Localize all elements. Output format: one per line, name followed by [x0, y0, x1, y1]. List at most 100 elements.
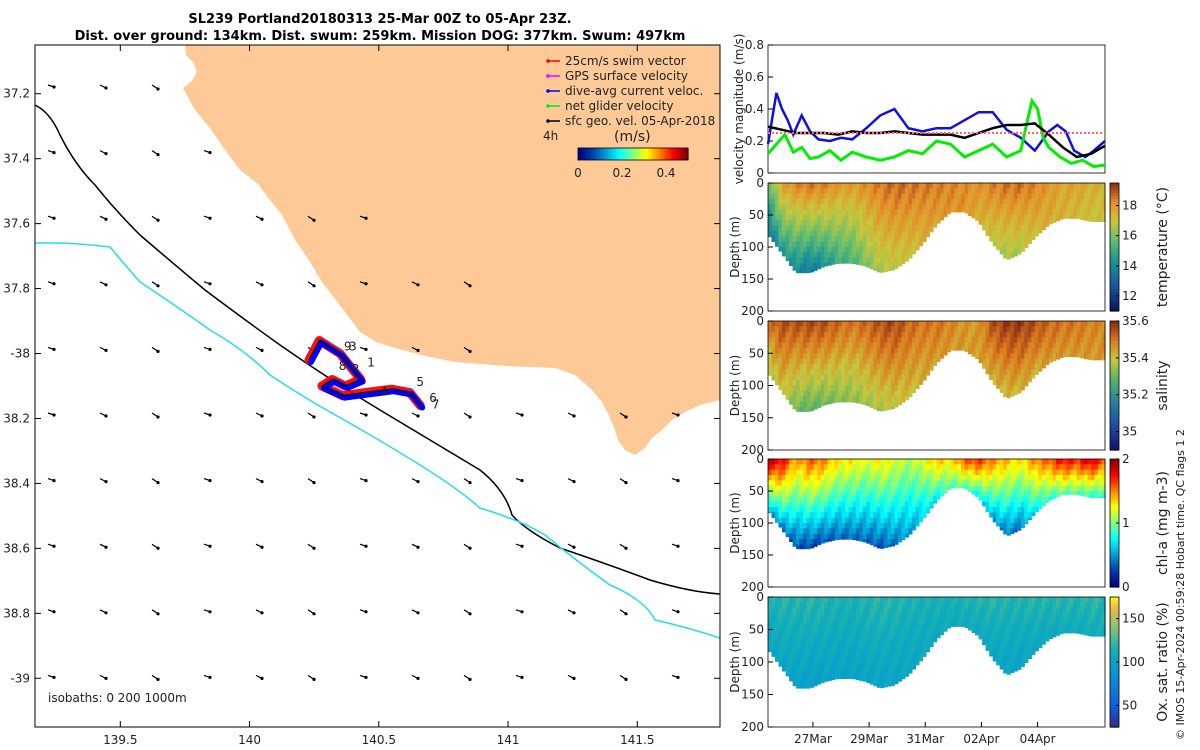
section-cell — [806, 469, 811, 476]
section-cell — [848, 678, 853, 679]
section-cell — [803, 618, 808, 625]
section-cell — [996, 199, 1001, 205]
section-cell — [838, 347, 843, 354]
section-cell — [1055, 491, 1060, 497]
section-cell — [789, 326, 794, 333]
section-cell — [918, 231, 923, 237]
section-cell — [824, 613, 829, 620]
section-cell — [1083, 491, 1088, 497]
section-cell — [911, 496, 916, 503]
section-cell — [926, 209, 931, 216]
section-cell — [947, 459, 952, 465]
section-cell — [876, 337, 881, 344]
section-cell — [985, 231, 990, 236]
section-cell — [1027, 364, 1032, 370]
section-cell — [796, 347, 801, 354]
section-cell — [876, 385, 881, 392]
section-cell — [855, 672, 860, 679]
section-cell — [989, 485, 994, 492]
section-cell — [1080, 469, 1085, 476]
section-cell — [852, 183, 857, 189]
section-cell — [848, 597, 853, 603]
section-cell — [785, 459, 790, 465]
section-cell — [999, 252, 1004, 255]
section-cell — [778, 634, 783, 641]
section-cell — [1017, 469, 1022, 476]
section-colorbar-cell — [1110, 577, 1119, 582]
vector-arrow — [47, 281, 56, 286]
section-cell — [768, 369, 773, 376]
section-cell — [785, 241, 790, 248]
section-cell — [876, 523, 881, 529]
section-cell — [954, 337, 959, 344]
section-cell — [975, 326, 980, 333]
section-cell — [803, 544, 808, 550]
section-cell — [880, 629, 885, 636]
section-cell — [866, 337, 871, 344]
section-cell — [894, 501, 899, 508]
section-colorbar-cell — [1110, 494, 1119, 498]
section-cell — [929, 501, 934, 508]
section-cell — [897, 480, 902, 487]
section-cell — [799, 651, 804, 658]
section-cell — [824, 326, 829, 333]
section-cell — [845, 188, 850, 195]
section-cell — [789, 613, 794, 620]
section-cell — [796, 533, 801, 540]
section-cell — [834, 634, 839, 641]
vector-head — [260, 611, 264, 615]
section-cell — [1020, 337, 1025, 344]
section-cell — [799, 215, 804, 221]
section-cell — [933, 602, 938, 609]
section-cell — [1038, 321, 1043, 327]
vector-head — [104, 86, 108, 90]
section-cell — [855, 396, 860, 403]
map-colorbar-cell — [628, 148, 631, 160]
section-cell — [789, 539, 794, 542]
map-y-tick-label: 37.2 — [3, 87, 30, 101]
section-cell — [838, 364, 843, 370]
section-cell — [1059, 326, 1064, 333]
section-cell — [813, 257, 818, 264]
section-cell — [869, 380, 874, 387]
section-cell — [785, 640, 790, 647]
section-cell — [971, 624, 976, 631]
section-cell — [929, 183, 934, 189]
section-cell — [1076, 326, 1081, 333]
section-cell — [940, 204, 945, 211]
section-cell — [806, 263, 811, 269]
section-cell — [1059, 469, 1064, 476]
section-cell — [831, 672, 836, 679]
section-cell — [852, 523, 857, 529]
section-cell — [859, 634, 864, 641]
section-cell — [775, 607, 780, 614]
section-cell — [1091, 204, 1096, 211]
section-cell — [957, 326, 962, 333]
section-cell — [1034, 480, 1039, 487]
section-colorbar-cell — [1110, 253, 1119, 258]
section-cell — [838, 662, 843, 668]
section-cell — [813, 358, 818, 365]
section-cell — [915, 385, 920, 389]
section-cell — [1101, 358, 1106, 361]
section-y-tick-label: 100 — [741, 379, 764, 393]
section-cell — [883, 241, 888, 248]
section-cell — [859, 475, 864, 481]
section-cell — [918, 459, 923, 465]
section-cell — [789, 501, 794, 508]
section-cell — [841, 624, 846, 631]
section-cell — [820, 523, 825, 529]
section-cell — [1069, 209, 1074, 216]
section-cell — [817, 528, 822, 535]
section-cell — [824, 193, 829, 200]
section-colorbar-cell — [1110, 369, 1119, 374]
section-cell — [803, 469, 808, 476]
section-cell — [785, 252, 790, 259]
section-cell — [894, 496, 899, 503]
section-cell — [968, 209, 973, 216]
section-cell — [936, 618, 941, 625]
section-cell — [1034, 507, 1039, 513]
section-cell — [890, 597, 895, 603]
section-cell — [803, 475, 808, 481]
section-cell — [999, 241, 1004, 248]
